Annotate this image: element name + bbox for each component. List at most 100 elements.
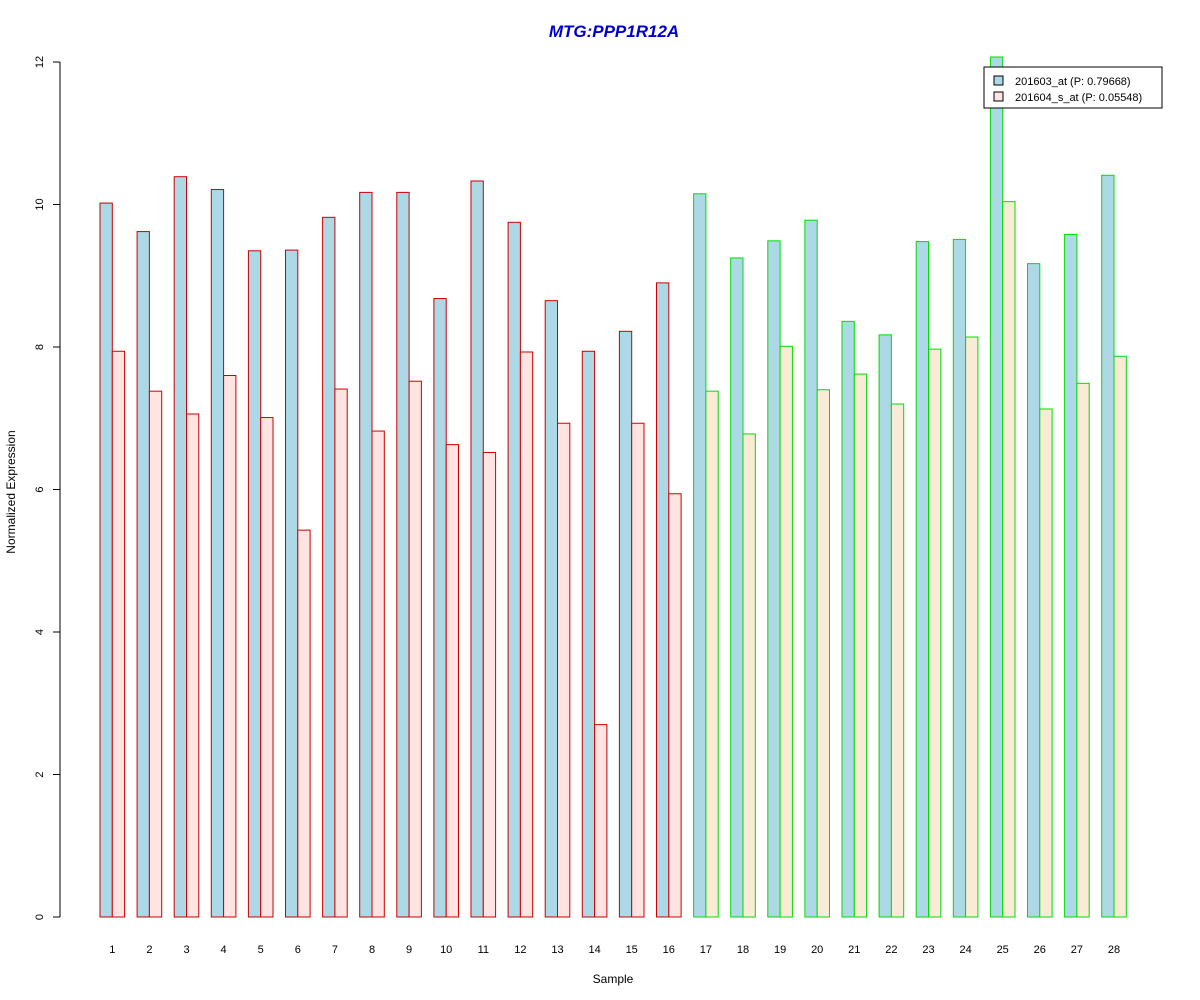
y-tick-label: 4 bbox=[34, 629, 46, 635]
bar-series-1-sample-20 bbox=[804, 219, 818, 918]
y-tick-label: 6 bbox=[34, 486, 46, 492]
bar-series-2-sample-15 bbox=[631, 422, 645, 918]
bar-series-2-sample-20 bbox=[816, 389, 831, 918]
legend-label-series-2: 201604_s_at (P: 0.05548) bbox=[1015, 92, 1142, 104]
legend-swatch-series-1 bbox=[993, 75, 1004, 86]
bar-series-2-sample-24 bbox=[965, 336, 979, 918]
bar-series-2-sample-2 bbox=[148, 390, 163, 918]
x-tick-label: 15 bbox=[626, 944, 638, 956]
x-tick-labels: 1 2 3 4 5 6 7 8 9 10 11 12 13 14 15 16 17 18 19 20 21 22 23 24 2… bbox=[109, 944, 1120, 956]
legend-swatch-series-2 bbox=[993, 91, 1004, 102]
bar-series-2-sample-26 bbox=[1039, 408, 1053, 918]
x-tick-label: 21 bbox=[848, 944, 860, 956]
x-tick-label: 8 bbox=[369, 944, 375, 956]
x-tick-label: 9 bbox=[406, 944, 412, 956]
bars-group bbox=[99, 56, 1127, 918]
bar-series-2-sample-11 bbox=[482, 451, 497, 918]
bar-series-1-sample-3 bbox=[173, 176, 187, 918]
bar-series-1-sample-15 bbox=[618, 330, 633, 918]
y-tick-label: 2 bbox=[34, 771, 46, 777]
y-axis: 0 2 4 6 8 10 12 bbox=[34, 56, 61, 920]
bar-series-2-sample-7 bbox=[334, 388, 348, 918]
x-tick-label: 4 bbox=[221, 944, 227, 956]
y-tick-label: 0 bbox=[34, 914, 46, 920]
bar-series-2-sample-27 bbox=[1076, 382, 1090, 918]
x-tick-label: 26 bbox=[1034, 944, 1046, 956]
x-tick-label: 28 bbox=[1108, 944, 1120, 956]
bar-series-1-sample-10 bbox=[433, 298, 447, 918]
bar-series-1-sample-9 bbox=[396, 191, 410, 918]
bar-series-2-sample-25 bbox=[1002, 201, 1016, 918]
x-tick-label: 12 bbox=[514, 944, 526, 956]
bar-series-1-sample-7 bbox=[322, 216, 336, 918]
x-tick-label: 20 bbox=[811, 944, 823, 956]
bar-series-2-sample-14 bbox=[594, 724, 608, 918]
bar-series-1-sample-23 bbox=[915, 241, 930, 918]
x-tick-label: 7 bbox=[332, 944, 338, 956]
bar-series-1-sample-16 bbox=[656, 282, 670, 918]
bar-series-2-sample-22 bbox=[890, 403, 905, 918]
bar-series-2-sample-8 bbox=[371, 430, 385, 918]
x-tick-label: 1 bbox=[109, 944, 115, 956]
bar-series-2-sample-19 bbox=[779, 345, 793, 918]
bar-series-2-sample-23 bbox=[928, 348, 942, 918]
bar-series-1-sample-25 bbox=[989, 56, 1004, 918]
x-tick-label: 11 bbox=[478, 944, 489, 956]
x-tick-label: 2 bbox=[146, 944, 152, 956]
bar-series-2-sample-16 bbox=[668, 493, 682, 918]
x-tick-label: 17 bbox=[700, 944, 712, 956]
bar-series-1-sample-6 bbox=[285, 249, 299, 918]
x-tick-label: 3 bbox=[183, 944, 189, 956]
bar-series-1-sample-13 bbox=[544, 300, 559, 918]
bar-series-2-sample-18 bbox=[742, 433, 756, 918]
x-tick-label: 27 bbox=[1071, 944, 1083, 956]
y-axis-label: Normalized Expression bbox=[4, 430, 18, 553]
x-tick-label: 13 bbox=[551, 944, 563, 956]
bar-series-1-sample-12 bbox=[507, 221, 521, 918]
bar-series-1-sample-22 bbox=[878, 334, 892, 918]
bar-series-1-sample-5 bbox=[247, 250, 262, 918]
x-tick-label: 10 bbox=[440, 944, 452, 956]
x-tick-label: 5 bbox=[258, 944, 264, 956]
bar-series-1-sample-4 bbox=[210, 189, 225, 918]
x-tick-label: 6 bbox=[295, 944, 301, 956]
bar-series-2-sample-9 bbox=[408, 380, 422, 918]
bar-series-1-sample-14 bbox=[581, 350, 596, 918]
x-axis-label: Sample bbox=[593, 972, 634, 986]
bar-series-1-sample-21 bbox=[841, 320, 855, 918]
bar-series-1-sample-18 bbox=[730, 257, 744, 918]
bar-series-2-sample-5 bbox=[260, 417, 274, 918]
bar-series-2-sample-10 bbox=[445, 444, 460, 918]
bar-series-2-sample-3 bbox=[186, 413, 200, 918]
x-tick-label: 24 bbox=[959, 944, 971, 956]
legend: 201603_at (P: 0.79668) 201604_s_at (P: 0… bbox=[983, 66, 1163, 109]
bar-series-1-sample-1 bbox=[99, 202, 113, 918]
bar-series-2-sample-4 bbox=[223, 375, 237, 918]
bar-series-1-sample-2 bbox=[136, 231, 150, 918]
bar-series-2-sample-28 bbox=[1113, 355, 1127, 918]
x-tick-label: 16 bbox=[663, 944, 675, 956]
bar-series-1-sample-24 bbox=[952, 238, 967, 918]
legend-box bbox=[983, 66, 1163, 109]
bar-series-2-sample-13 bbox=[557, 422, 571, 918]
x-tick-label: 18 bbox=[737, 944, 749, 956]
bar-series-2-sample-17 bbox=[705, 390, 719, 918]
bar-series-1-sample-28 bbox=[1101, 174, 1115, 918]
bar-series-1-sample-26 bbox=[1027, 263, 1041, 918]
bar-series-1-sample-11 bbox=[470, 180, 484, 918]
x-tick-label: 22 bbox=[885, 944, 897, 956]
y-tick-label: 8 bbox=[34, 344, 46, 350]
legend-label-series-1: 201603_at (P: 0.79668) bbox=[1015, 76, 1131, 88]
x-tick-label: 14 bbox=[588, 944, 600, 956]
x-tick-label: 25 bbox=[997, 944, 1009, 956]
bar-series-1-sample-8 bbox=[359, 191, 373, 918]
bar-series-1-sample-17 bbox=[693, 193, 707, 918]
bar-series-2-sample-12 bbox=[519, 351, 534, 918]
bar-series-1-sample-19 bbox=[767, 240, 781, 918]
bar-series-2-sample-21 bbox=[853, 373, 868, 918]
bar-series-2-sample-6 bbox=[297, 529, 311, 918]
x-tick-label: 23 bbox=[922, 944, 934, 956]
y-tick-label: 12 bbox=[34, 56, 46, 68]
bar-series-2-sample-1 bbox=[111, 350, 126, 918]
